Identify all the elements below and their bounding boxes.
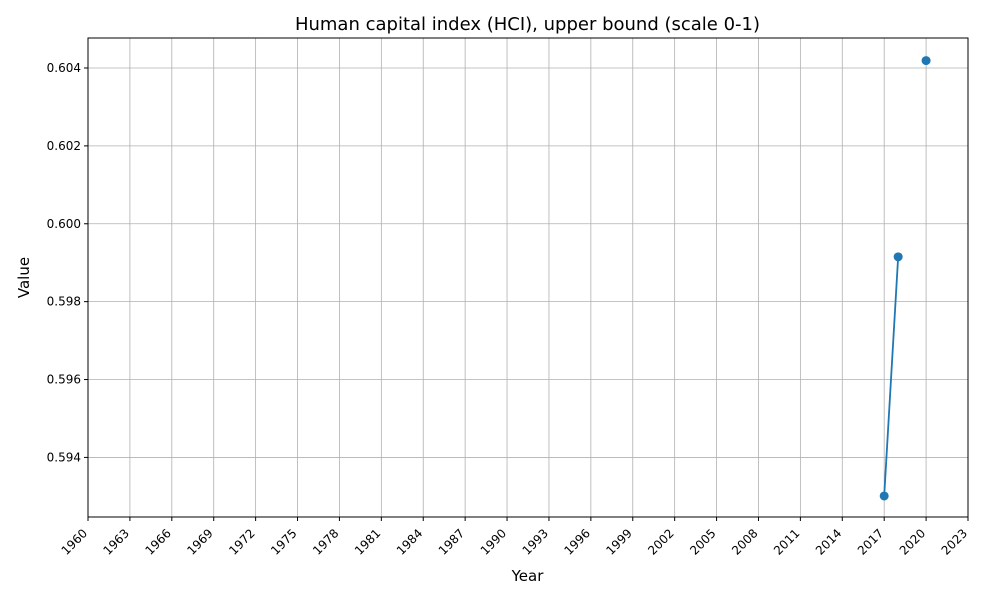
data-point-2017 bbox=[879, 491, 889, 501]
x-tick-label: 2008 bbox=[729, 526, 760, 557]
x-tick-label: 1963 bbox=[101, 526, 132, 557]
y-tick-label: 0.604 bbox=[47, 61, 81, 75]
x-tick-label: 1975 bbox=[268, 526, 299, 557]
x-tick-label: 1978 bbox=[310, 526, 341, 557]
x-tick-label: 1960 bbox=[59, 526, 90, 557]
series-line bbox=[883, 256, 900, 497]
y-tick-label: 0.596 bbox=[47, 373, 81, 387]
x-tick-label: 1981 bbox=[352, 526, 383, 557]
x-tick-label: 2014 bbox=[813, 526, 844, 557]
x-tick-label: 1969 bbox=[184, 526, 215, 557]
x-tick-label: 2020 bbox=[897, 526, 928, 557]
plot-frame bbox=[87, 37, 969, 518]
x-tick-label: 2011 bbox=[771, 526, 802, 557]
y-tick-label: 0.594 bbox=[47, 450, 81, 464]
x-tick-label: 2017 bbox=[855, 526, 886, 557]
y-tick-label: 0.598 bbox=[47, 295, 81, 309]
x-tick-label: 1990 bbox=[478, 526, 509, 557]
x-tick-label: 1966 bbox=[142, 526, 173, 557]
y-axis-title: Value bbox=[15, 257, 33, 298]
series-layer bbox=[879, 56, 931, 501]
y-tick-label: 0.600 bbox=[47, 217, 81, 231]
x-tick-label: 2002 bbox=[645, 526, 676, 557]
data-point-2018 bbox=[893, 252, 903, 262]
x-tick-label: 1996 bbox=[561, 526, 592, 557]
x-tick-label: 2005 bbox=[687, 526, 718, 557]
x-tick-label: 1984 bbox=[394, 526, 425, 557]
chart-title: Human capital index (HCI), upper bound (… bbox=[295, 14, 760, 35]
x-tick-label: 2023 bbox=[939, 526, 970, 557]
grid-lines bbox=[87, 38, 969, 517]
x-tick-label: 1993 bbox=[520, 526, 551, 557]
x-tick-label: 1999 bbox=[603, 526, 634, 557]
x-axis-title: Year bbox=[511, 567, 545, 585]
x-tick-label: 1972 bbox=[226, 526, 257, 557]
x-axis-ticks: 1960 1963 1966 1969 1972 1975 1978 1981 1984 1987… bbox=[59, 517, 970, 558]
y-tick-label: 0.602 bbox=[47, 139, 81, 153]
y-axis-ticks: 0.594 0.596 0.598 0.600 0.602 0.604 bbox=[47, 61, 88, 464]
x-tick-label: 1987 bbox=[436, 526, 467, 557]
data-point-2020 bbox=[921, 56, 931, 66]
